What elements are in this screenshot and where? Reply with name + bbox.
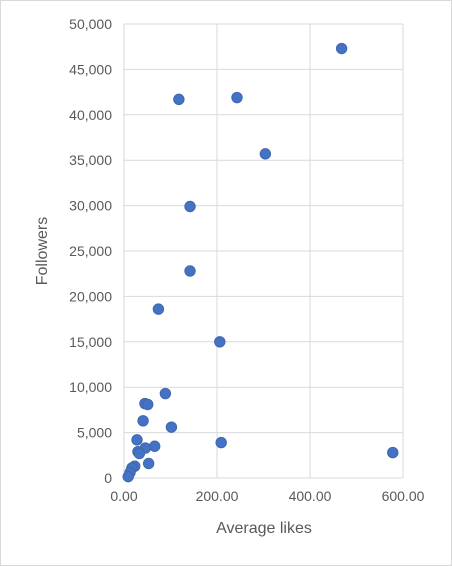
y-tick-label: 30,000 — [69, 198, 112, 214]
axes — [123, 24, 403, 479]
data-point — [335, 42, 348, 55]
data-point — [152, 303, 165, 315]
y-tick-label: 50,000 — [69, 16, 112, 32]
data-point — [259, 148, 272, 160]
data-point — [387, 446, 399, 459]
y-tick-label: 40,000 — [69, 107, 112, 123]
y-tick-label: 20,000 — [69, 288, 112, 304]
data-point — [122, 470, 134, 483]
data-point — [173, 93, 185, 106]
data-point — [148, 440, 161, 452]
data-point — [137, 415, 149, 427]
y-tick-label: 10,000 — [69, 379, 112, 395]
data-point — [165, 421, 178, 433]
data-point — [131, 434, 143, 446]
x-axis-title: Average likes — [216, 520, 312, 537]
data-point — [215, 436, 227, 449]
data-point — [142, 457, 155, 470]
y-tick-label: 25,000 — [69, 243, 112, 259]
y-tick-label: 0 — [104, 470, 112, 486]
x-tick-label: 400.00 — [289, 488, 332, 504]
data-point — [159, 387, 172, 400]
data-point — [133, 447, 146, 460]
y-axis-title: Followers — [34, 217, 51, 285]
data-point — [214, 336, 226, 348]
tick-labels: 0 5,000 10,000 15,000 20,000 25,000 30,000 35,0… — [69, 16, 424, 504]
y-tick-label: 45,000 — [69, 61, 112, 77]
gridlines — [124, 23, 404, 478]
data-point — [184, 200, 196, 213]
data-point — [184, 265, 196, 277]
x-tick-label: 200.00 — [196, 488, 239, 504]
data-points — [122, 42, 399, 483]
data-point — [231, 91, 243, 104]
x-tick-label: 600.00 — [382, 488, 425, 504]
x-tick-label: 0.00 — [110, 488, 137, 504]
data-point — [142, 398, 154, 411]
y-tick-label: 35,000 — [69, 152, 112, 168]
y-tick-label: 15,000 — [69, 334, 112, 350]
y-tick-label: 5,000 — [77, 425, 112, 441]
